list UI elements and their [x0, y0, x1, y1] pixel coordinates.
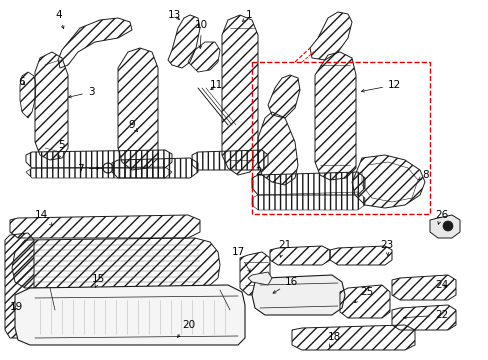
Text: 8: 8 — [418, 170, 428, 180]
Text: 19: 19 — [10, 302, 23, 312]
Text: 26: 26 — [434, 210, 447, 224]
Polygon shape — [15, 285, 244, 345]
Text: 12: 12 — [361, 80, 401, 92]
Text: 14: 14 — [35, 210, 52, 225]
Text: 20: 20 — [177, 320, 195, 337]
Text: 23: 23 — [379, 240, 392, 256]
Text: 21: 21 — [278, 240, 291, 257]
Text: 13: 13 — [168, 10, 181, 20]
Text: 5: 5 — [58, 140, 64, 158]
Text: 10: 10 — [195, 20, 208, 49]
Polygon shape — [429, 215, 459, 238]
Text: 17: 17 — [231, 247, 250, 272]
Text: 1: 1 — [242, 10, 252, 22]
Polygon shape — [251, 275, 345, 315]
Text: 16: 16 — [272, 277, 298, 293]
Text: 7: 7 — [77, 164, 99, 174]
Text: 18: 18 — [327, 332, 341, 347]
Text: 4: 4 — [55, 10, 64, 29]
Bar — [251, 62, 429, 214]
Text: 2: 2 — [254, 167, 261, 177]
Circle shape — [442, 221, 452, 231]
Text: 24: 24 — [434, 280, 447, 290]
Text: 25: 25 — [354, 287, 372, 303]
Text: 15: 15 — [92, 274, 105, 287]
Text: 3: 3 — [68, 87, 95, 98]
Ellipse shape — [81, 308, 119, 328]
Polygon shape — [247, 272, 271, 285]
Text: 22: 22 — [403, 310, 447, 320]
Text: 11: 11 — [209, 80, 223, 90]
Ellipse shape — [153, 305, 191, 325]
Text: 9: 9 — [128, 120, 137, 131]
Text: 6: 6 — [18, 77, 24, 87]
